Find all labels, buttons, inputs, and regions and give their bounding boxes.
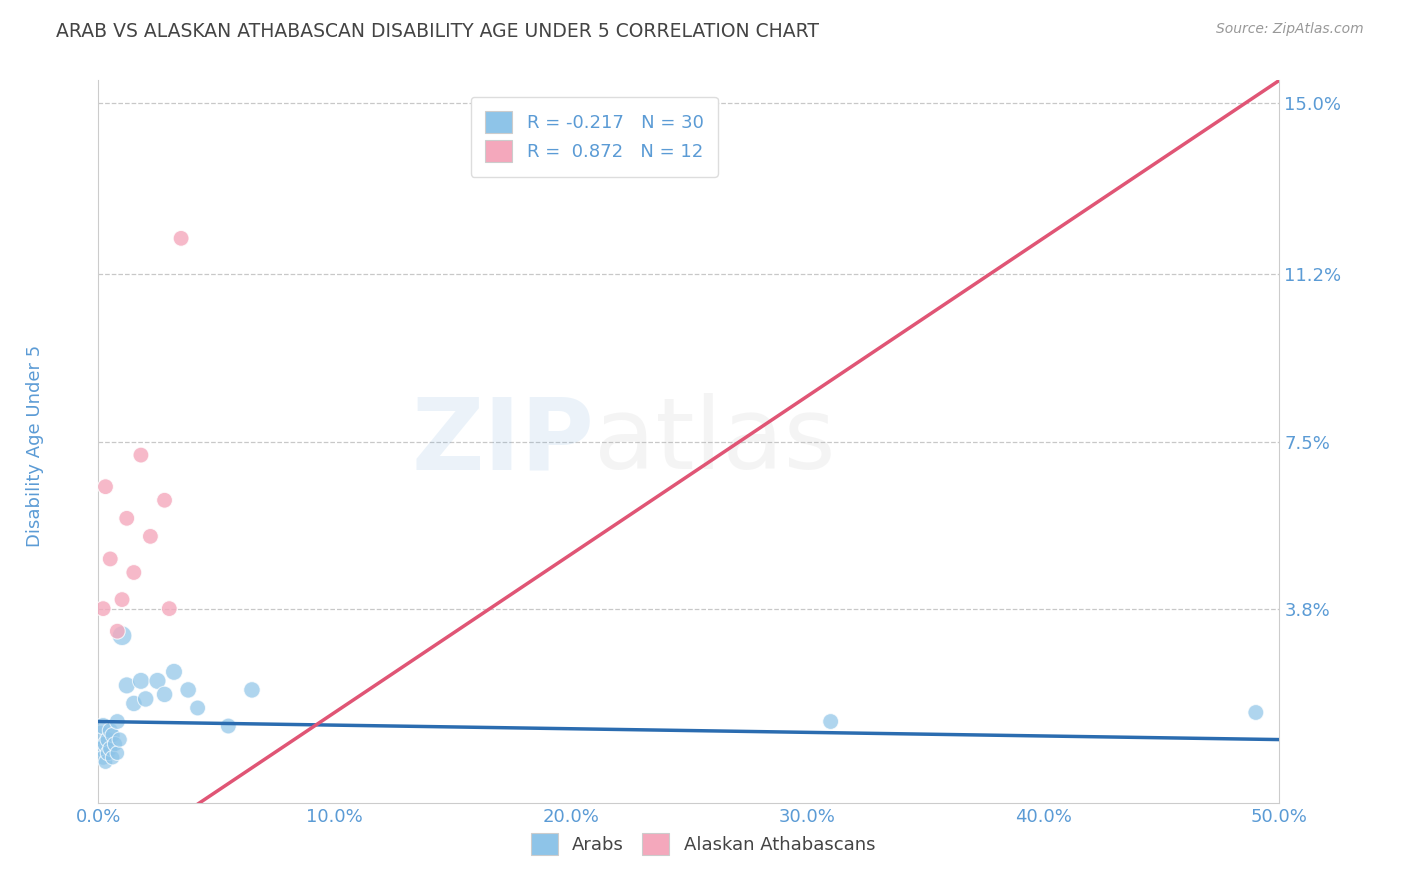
Point — [135, 692, 157, 706]
Point — [108, 732, 131, 747]
Legend: Arabs, Alaskan Athabascans: Arabs, Alaskan Athabascans — [516, 819, 890, 870]
Point — [163, 665, 186, 679]
Point — [90, 728, 112, 742]
Point — [105, 624, 128, 639]
Point — [98, 552, 121, 566]
Point — [101, 728, 124, 742]
Point — [129, 448, 152, 462]
Point — [97, 732, 120, 747]
Point — [820, 714, 842, 729]
Point — [153, 687, 176, 701]
Point — [115, 511, 138, 525]
Text: Source: ZipAtlas.com: Source: ZipAtlas.com — [1216, 22, 1364, 37]
Point — [170, 231, 193, 245]
Point — [94, 755, 117, 769]
Point — [97, 746, 120, 760]
Point — [122, 566, 145, 580]
Point — [115, 678, 138, 692]
Point — [111, 629, 134, 643]
Text: ZIP: ZIP — [412, 393, 595, 490]
Point — [240, 682, 263, 697]
Point — [129, 673, 152, 688]
Point — [101, 750, 124, 764]
Point — [139, 529, 162, 543]
Text: Disability Age Under 5: Disability Age Under 5 — [27, 345, 44, 547]
Point — [122, 697, 145, 711]
Point — [94, 737, 117, 751]
Legend: R = -0.217   N = 30, R =  0.872   N = 12: R = -0.217 N = 30, R = 0.872 N = 12 — [471, 96, 718, 177]
Point — [187, 701, 209, 715]
Point — [217, 719, 239, 733]
Point — [104, 737, 127, 751]
Point — [157, 601, 180, 615]
Point — [105, 746, 128, 760]
Point — [177, 682, 200, 697]
Text: atlas: atlas — [595, 393, 837, 490]
Point — [1244, 706, 1267, 720]
Point — [98, 723, 121, 738]
Point — [98, 741, 121, 756]
Point — [111, 592, 134, 607]
Point — [94, 480, 117, 494]
Point — [90, 741, 112, 756]
Point — [91, 601, 114, 615]
Point — [91, 750, 114, 764]
Point — [153, 493, 176, 508]
Point — [91, 719, 114, 733]
Text: ARAB VS ALASKAN ATHABASCAN DISABILITY AGE UNDER 5 CORRELATION CHART: ARAB VS ALASKAN ATHABASCAN DISABILITY AG… — [56, 22, 820, 41]
Point — [105, 714, 128, 729]
Point — [146, 673, 169, 688]
